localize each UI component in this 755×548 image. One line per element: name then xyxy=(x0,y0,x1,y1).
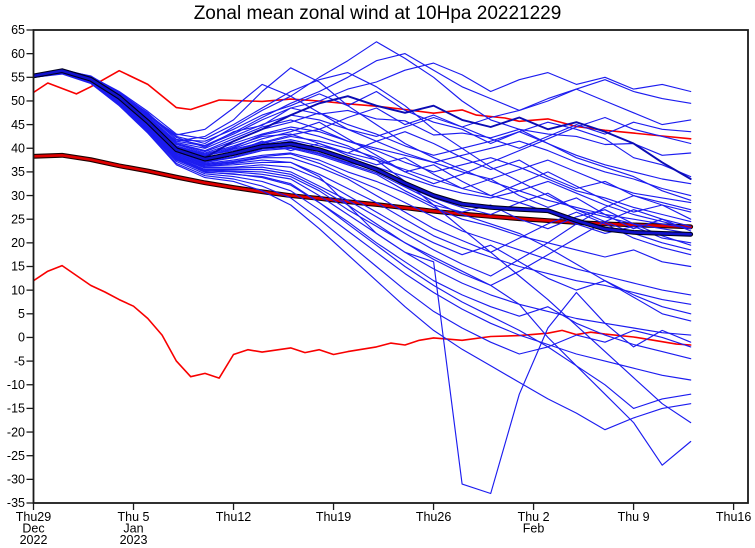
x-axis-tick-label: Thu 5 xyxy=(118,510,150,524)
y-axis-tick-label: -35 xyxy=(7,496,25,510)
x-axis-tick-label: Thu16 xyxy=(716,510,751,524)
ensemble-member-line xyxy=(33,69,692,204)
ensemble-member-line xyxy=(33,69,692,149)
ensemble-member-line xyxy=(33,71,692,296)
y-axis-tick-label: 35 xyxy=(11,165,25,179)
y-axis-tick-label: 25 xyxy=(11,212,25,226)
x-axis-tick-label: Thu19 xyxy=(316,510,351,524)
ensemble-member-line xyxy=(33,72,692,409)
y-axis-tick-label: -10 xyxy=(7,378,25,392)
y-axis-tick-label: -25 xyxy=(7,449,25,463)
ensemble-member-line xyxy=(33,73,692,431)
y-axis-tick-label: 40 xyxy=(11,141,25,155)
ensemble-member-line xyxy=(33,71,692,495)
ensemble-mean-line xyxy=(33,69,693,236)
x-axis-tick-label: Feb xyxy=(523,522,545,536)
y-axis-tick-label: 60 xyxy=(11,47,25,61)
ensemble-member-line xyxy=(33,70,692,424)
y-axis-tick-label: 10 xyxy=(11,283,25,297)
y-axis-tick-label: 65 xyxy=(11,23,25,37)
y-axis-tick-label: -30 xyxy=(7,473,25,487)
x-axis-tick-label: Thu26 xyxy=(416,510,451,524)
y-axis-tick-label: 55 xyxy=(11,71,25,85)
ensemble-member-line xyxy=(33,72,692,466)
ensemble-member-line xyxy=(33,41,692,201)
y-axis-tick-label: 20 xyxy=(11,236,25,250)
x-axis-tick-label: Dec xyxy=(22,522,44,536)
ensemble-member-line xyxy=(33,72,692,381)
climatology-min-line xyxy=(33,264,692,379)
y-axis-tick-label: 45 xyxy=(11,118,25,132)
x-axis-tick-label: 2023 xyxy=(120,533,148,547)
y-axis-tick-label: 5 xyxy=(18,307,25,321)
ensemble-member-line xyxy=(33,53,692,146)
climatology-max-line xyxy=(33,69,692,140)
y-axis-tick-label: 15 xyxy=(11,260,25,274)
x-axis-tick-label: Thu 2 xyxy=(518,510,550,524)
x-axis-tick-label: Jan xyxy=(123,522,143,536)
x-axis-tick-label: Thu29 xyxy=(16,510,51,524)
plot-lines xyxy=(33,41,694,495)
ensemble-member-line xyxy=(33,62,692,147)
y-axis-tick-label: -20 xyxy=(7,425,25,439)
y-axis-tick-label: 30 xyxy=(11,189,25,203)
y-axis-tick-label: -5 xyxy=(14,354,25,368)
x-axis-tick-label: 2022 xyxy=(20,533,48,547)
ensemble-member-line xyxy=(33,72,692,355)
chart-title: Zonal mean zonal wind at 10Hpa 20221229 xyxy=(193,3,562,24)
ensemble-member-line xyxy=(33,70,692,223)
ensemble-member-line xyxy=(33,68,692,234)
y-axis-tick-label: -15 xyxy=(7,402,25,416)
y-axis-tick-label: 50 xyxy=(11,94,25,108)
x-axis-tick-label: Thu12 xyxy=(216,510,251,524)
plot-border xyxy=(32,29,749,504)
y-axis-tick-label: 0 xyxy=(18,331,25,345)
x-axis-tick-label: Thu 9 xyxy=(618,510,650,524)
